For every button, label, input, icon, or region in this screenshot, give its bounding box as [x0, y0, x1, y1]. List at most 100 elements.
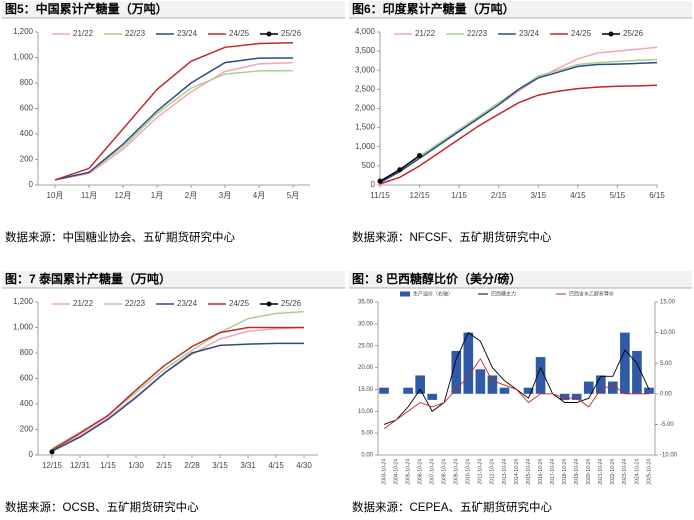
- x-tick-label: 2020-10-24: [586, 459, 592, 485]
- y2-tick-label: 0.00: [660, 391, 672, 397]
- x-tick-label: 4/30: [296, 461, 312, 470]
- x-tick-label: 2017-10-24: [550, 459, 556, 485]
- legend-label: 巴西糖主力: [491, 290, 516, 297]
- y-tick-label: 15.00: [358, 387, 374, 393]
- x-tick-label: 4月: [253, 191, 265, 200]
- legend-label: 25/26: [281, 299, 302, 308]
- y2-tick-label: 15.00: [660, 300, 676, 306]
- legend-label: 生产溢价（右轴）: [413, 290, 453, 297]
- y-tick-label: 3,000: [355, 65, 376, 74]
- title-bar: [2, 271, 345, 288]
- series-line: [54, 57, 294, 181]
- series-marker: [417, 153, 423, 159]
- legend-label: 22/23: [125, 29, 146, 38]
- y-tick-label: 800: [20, 78, 34, 87]
- bar: [475, 369, 486, 394]
- x-tick-label: 12月: [115, 191, 132, 200]
- x-tick-label: 6/15: [649, 191, 665, 200]
- bar: [644, 387, 654, 394]
- legend-label: 21/22: [415, 29, 436, 38]
- x-tick-label: 2012-10-24: [490, 459, 496, 485]
- x-tick-label: 2/15: [156, 461, 172, 470]
- x-tick-label: 2018-10-24: [562, 459, 568, 485]
- bar: [620, 332, 630, 394]
- bar: [523, 387, 534, 394]
- y-tick-label: 25.00: [358, 343, 374, 349]
- title-bar: [349, 1, 692, 18]
- x-tick-label: 2009-10-24: [454, 459, 460, 485]
- x-tick-label: 3/31: [240, 461, 256, 470]
- series-line: [383, 357, 649, 430]
- x-tick-label: 2021-10-24: [598, 459, 604, 485]
- x-tick-label: 2014-10-24: [514, 459, 520, 485]
- y-tick-label: 400: [20, 399, 34, 408]
- title-bar: [2, 1, 345, 18]
- legend-label: 23/24: [177, 29, 198, 38]
- chart-title: 图：7 泰国累计产糖量（万吨）: [5, 271, 171, 286]
- x-tick-label: 2023-10-24: [622, 459, 628, 485]
- source: 数据来源：NFCSF、五矿期货研究中心: [352, 230, 552, 244]
- x-tick-label: 1/30: [128, 461, 144, 470]
- bar: [608, 381, 618, 394]
- source: 数据来源：OCSB、五矿期货研究中心: [5, 500, 199, 514]
- bar: [379, 387, 389, 394]
- x-tick-label: 2013-10-24: [502, 459, 508, 485]
- bar: [583, 381, 594, 394]
- y-tick-label: 5.00: [361, 431, 373, 437]
- legend-swatch: [400, 291, 410, 297]
- y2-tick-label: 5.00: [660, 361, 672, 367]
- y-tick-label: 0: [29, 450, 34, 459]
- y-tick-label: 4,000: [355, 27, 376, 36]
- bar: [499, 387, 510, 394]
- x-tick-label: 11/15: [370, 191, 390, 200]
- chart-title: 图：8 巴西糖醇比价（美分/磅）: [352, 271, 521, 286]
- y-tick-label: 20.00: [358, 365, 374, 371]
- legend-label: 巴西含水乙醇折算价: [569, 290, 614, 297]
- x-tick-label: 4/15: [570, 191, 586, 200]
- x-tick-label: 1月: [151, 191, 163, 200]
- series-line: [379, 61, 658, 184]
- legend-marker: [266, 301, 272, 307]
- x-tick-label: 3月: [219, 191, 231, 200]
- y-tick-label: 1,200: [13, 297, 34, 306]
- legend-label: 24/25: [229, 29, 250, 38]
- x-tick-label: 2008-10-24: [442, 459, 448, 485]
- bar: [463, 332, 474, 394]
- series-line: [379, 46, 658, 183]
- x-tick-label: 12/15: [42, 461, 63, 470]
- x-tick-label: 5月: [287, 191, 299, 200]
- x-tick-label: 2/28: [184, 461, 200, 470]
- x-tick-label: 2007-10-24: [430, 459, 436, 485]
- y-tick-label: 10.00: [358, 409, 374, 415]
- bar: [427, 393, 438, 400]
- legend-label: 23/24: [519, 29, 540, 38]
- series-marker: [397, 167, 403, 173]
- series-line: [54, 69, 294, 181]
- title-bar: [349, 271, 692, 288]
- x-tick-label: 2月: [185, 191, 197, 200]
- bar: [487, 375, 498, 394]
- x-tick-label: 2005-10-24: [405, 459, 411, 485]
- y-tick-label: 0.00: [361, 453, 373, 459]
- series-line: [51, 326, 304, 451]
- legend-marker: [266, 31, 272, 37]
- x-tick-label: 2011-10-24: [478, 459, 484, 484]
- series-marker: [377, 178, 383, 184]
- bar: [632, 350, 642, 394]
- y-tick-label: 200: [20, 425, 34, 434]
- y-tick-label: 35.00: [358, 300, 374, 306]
- series-line: [51, 310, 305, 450]
- x-tick-label: 12/15: [410, 191, 431, 200]
- y-tick-label: 1,000: [13, 323, 34, 332]
- bar: [403, 387, 413, 394]
- y-tick-label: 1,200: [13, 27, 34, 36]
- y-tick-label: 0: [371, 180, 376, 189]
- x-tick-label: 2025-10-24: [646, 459, 652, 485]
- x-tick-label: 2024-10-24: [634, 459, 640, 485]
- series-line: [54, 41, 294, 181]
- x-tick-label: 2010-10-24: [466, 459, 472, 485]
- x-tick-label: 5/15: [610, 191, 626, 200]
- x-tick-label: 3/15: [530, 191, 546, 200]
- chart-title: 图5：中国累计产糖量（万吨）: [5, 1, 168, 16]
- x-tick-label: 1/15: [100, 461, 116, 470]
